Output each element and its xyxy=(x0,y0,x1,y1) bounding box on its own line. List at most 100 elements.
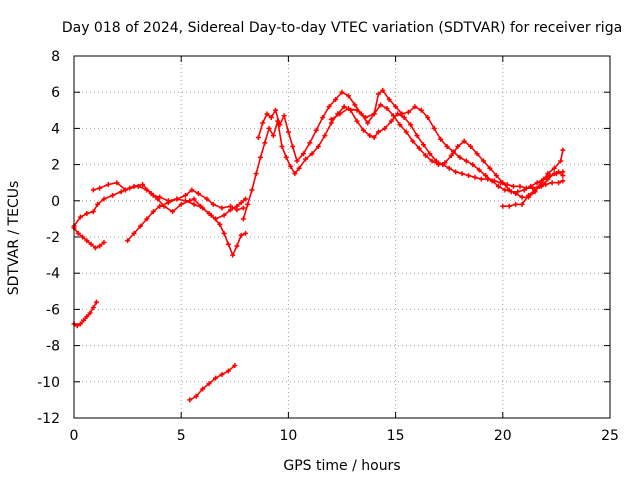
data-point xyxy=(545,176,551,182)
data-point xyxy=(191,196,197,202)
data-point xyxy=(519,194,525,200)
data-point xyxy=(472,174,478,180)
y-tick-label: 8 xyxy=(51,49,60,65)
data-point xyxy=(397,122,403,128)
data-point xyxy=(84,238,90,244)
y-tick-label: -12 xyxy=(37,411,60,427)
data-point xyxy=(243,230,249,236)
data-point xyxy=(87,310,93,316)
y-tick-label: 6 xyxy=(51,85,60,101)
y-tick-label: 2 xyxy=(51,158,60,174)
data-point xyxy=(363,115,369,121)
data-point xyxy=(290,144,296,149)
data-point xyxy=(285,129,291,135)
data-point xyxy=(206,381,212,387)
data-point xyxy=(245,201,251,207)
data-point xyxy=(255,134,261,140)
data-point xyxy=(500,203,506,209)
data-point xyxy=(90,305,96,311)
data-point xyxy=(493,172,499,178)
y-tick-label: 0 xyxy=(51,194,60,210)
data-point xyxy=(240,205,246,211)
data-point xyxy=(556,169,562,175)
y-tick-label: -4 xyxy=(46,266,60,282)
data-point xyxy=(526,192,532,198)
data-point xyxy=(418,107,424,113)
data-point xyxy=(283,154,289,160)
data-point xyxy=(200,205,206,211)
data-point xyxy=(84,314,90,320)
data-point xyxy=(210,201,216,207)
data-point xyxy=(148,191,154,197)
data-point xyxy=(465,172,471,178)
data-point xyxy=(519,201,525,207)
data-point xyxy=(213,375,219,381)
data-point xyxy=(219,372,225,378)
series-trace-arc-g xyxy=(330,89,564,193)
data-point xyxy=(279,144,285,149)
data-point xyxy=(365,120,371,126)
data-point xyxy=(225,368,231,374)
data-point xyxy=(217,221,223,227)
x-tick-label: 5 xyxy=(177,428,186,444)
data-point xyxy=(165,200,171,206)
data-point xyxy=(429,158,435,164)
data-point xyxy=(97,243,103,249)
data-point xyxy=(455,144,461,149)
x-tick-label: 10 xyxy=(279,428,297,444)
data-point xyxy=(195,191,201,197)
data-point xyxy=(345,105,351,111)
chart-title: Day 018 of 2024, Sidereal Day-to-day VTE… xyxy=(62,20,622,36)
data-point xyxy=(221,230,227,236)
data-point xyxy=(84,210,90,216)
data-point xyxy=(551,171,557,177)
data-point xyxy=(238,232,244,238)
data-point xyxy=(476,167,482,173)
data-point xyxy=(360,127,366,133)
data-point xyxy=(90,209,96,215)
data-point xyxy=(560,178,566,184)
data-point xyxy=(478,176,484,182)
data-point xyxy=(307,140,313,146)
data-point xyxy=(200,386,206,392)
data-point xyxy=(352,102,358,108)
data-point xyxy=(388,118,394,124)
data-point xyxy=(502,187,508,193)
tick-layer: 0 5 10 15 20 25 -12 -10 -8 -6 -4 -2 0 2 4 6 8 xyxy=(37,49,619,444)
data-point xyxy=(405,109,411,115)
data-point xyxy=(496,183,502,189)
x-tick-label: 25 xyxy=(601,428,619,444)
data-point xyxy=(390,113,396,119)
data-point xyxy=(258,154,264,160)
data-point xyxy=(88,241,94,247)
data-point xyxy=(549,180,555,186)
data-point xyxy=(450,149,456,155)
data-point xyxy=(354,107,360,113)
data-point xyxy=(371,111,377,117)
data-point xyxy=(431,125,437,131)
y-tick-label: -6 xyxy=(46,302,60,318)
data-point xyxy=(243,196,249,202)
data-point xyxy=(300,151,306,157)
data-point xyxy=(189,187,195,193)
data-point xyxy=(453,169,459,175)
data-point xyxy=(125,238,131,244)
data-point xyxy=(77,321,83,327)
data-point xyxy=(483,172,489,178)
x-tick-label: 20 xyxy=(494,428,512,444)
data-point xyxy=(414,133,420,139)
data-point xyxy=(240,216,246,222)
data-point xyxy=(513,201,519,207)
data-point xyxy=(320,115,326,121)
data-point xyxy=(345,93,351,99)
data-point xyxy=(399,111,405,117)
data-point xyxy=(315,144,321,149)
grid-layer xyxy=(74,56,610,418)
data-point xyxy=(140,182,146,188)
data-point xyxy=(420,142,426,148)
data-point xyxy=(137,223,143,229)
y-tick-label: -10 xyxy=(37,375,60,391)
data-point xyxy=(435,162,441,168)
data-point xyxy=(438,136,444,142)
